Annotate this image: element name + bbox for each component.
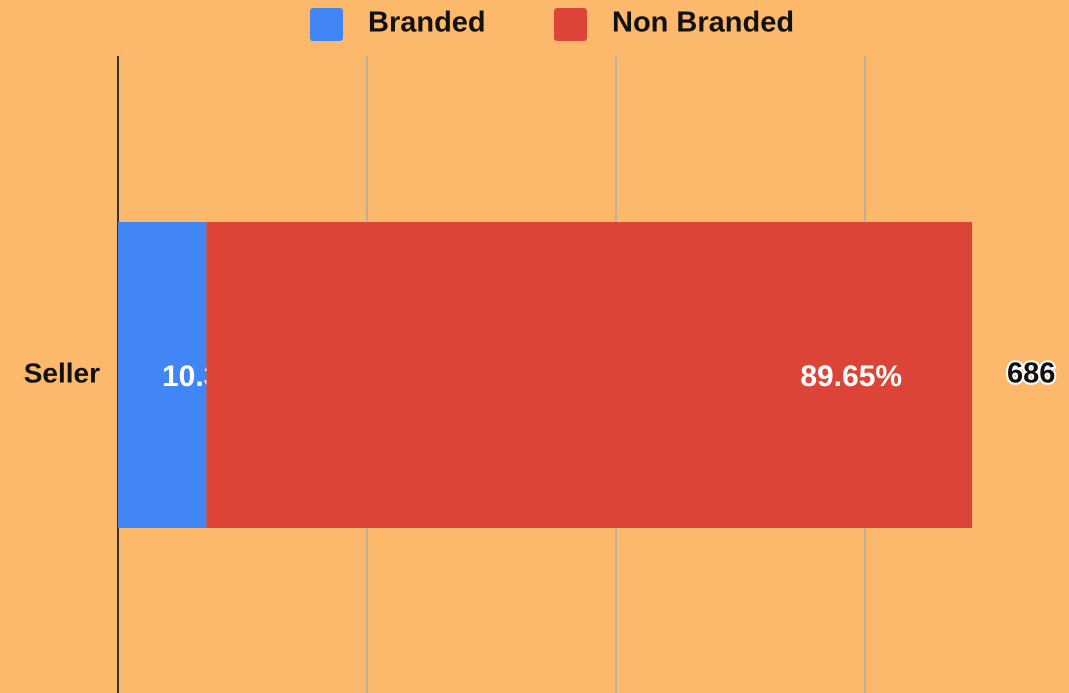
category-label: Seller xyxy=(24,357,100,388)
bar-segment xyxy=(206,222,973,528)
legend-label: Non Branded xyxy=(612,7,794,39)
legend-swatch xyxy=(310,8,343,41)
total-label: 686 xyxy=(1007,358,1055,390)
data-label: 89.65% xyxy=(800,360,902,393)
bar-segment xyxy=(118,222,207,528)
legend-label: Branded xyxy=(368,7,486,39)
legend-swatch xyxy=(554,8,587,41)
